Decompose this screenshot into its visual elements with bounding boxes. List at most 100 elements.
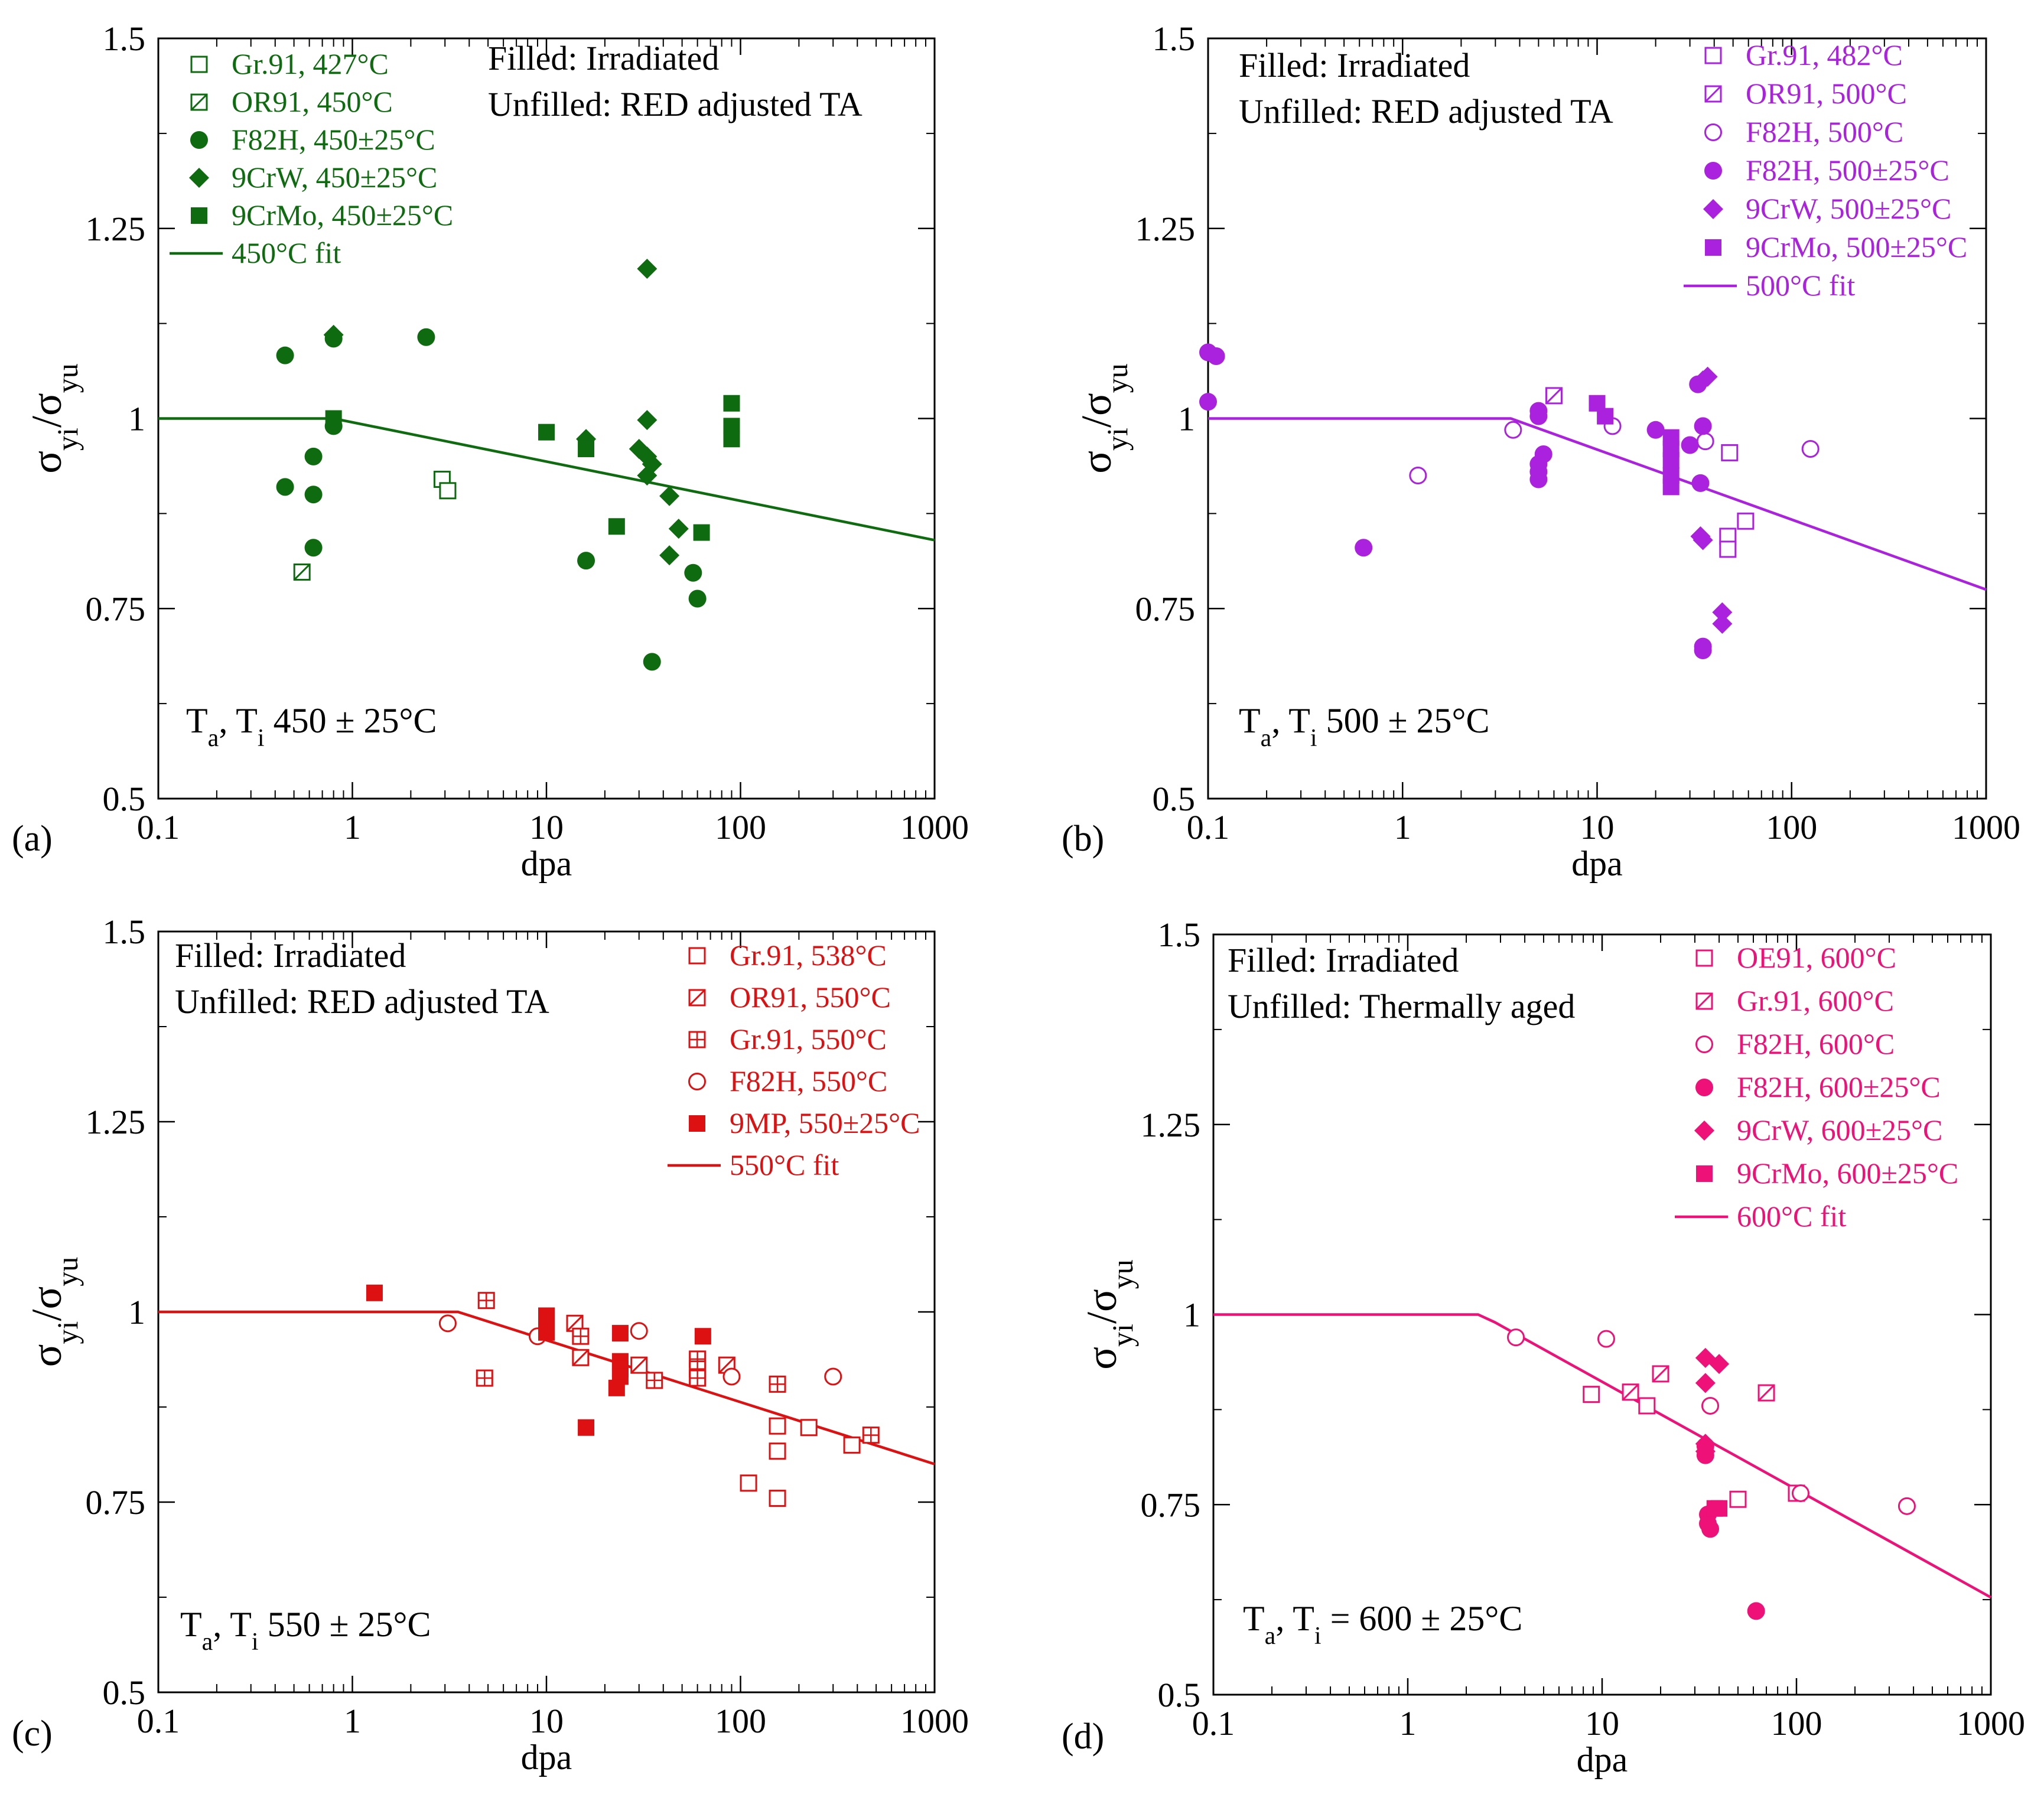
legend-entry: OR91, 550°C <box>688 981 891 1014</box>
note-line: Unfilled: RED adjusted TA <box>488 85 862 123</box>
data-point <box>1897 1497 1916 1515</box>
data-point <box>694 1328 711 1345</box>
legend-entry: 500°C fit <box>1684 269 1855 302</box>
legend-label: OR91, 500°C <box>1746 77 1907 110</box>
legend-entry: Gr.91, 600°C <box>1695 984 1894 1017</box>
y-title-mid: /σ <box>23 393 70 428</box>
legend: OE91, 600°C Gr.91, 600°C F82H, 600°C F82H, … <box>1675 941 1958 1233</box>
data-point <box>1691 474 1710 492</box>
temp-sub-i: i <box>258 725 265 752</box>
marker-slash <box>718 1357 735 1374</box>
legend-swatch <box>1694 1121 1714 1141</box>
data-point <box>693 524 710 541</box>
legend-label: 9CrMo, 600±25°C <box>1737 1157 1958 1190</box>
marker-slash <box>1652 1365 1669 1382</box>
data-point <box>1801 439 1820 458</box>
data-point <box>643 653 661 671</box>
data-point <box>668 519 689 539</box>
panel-label: (b) <box>1062 819 1104 859</box>
y-tick-label: 1.25 <box>86 1103 146 1141</box>
fit-line-600-c-fit <box>1213 1313 1992 1599</box>
legend-entry: 550°C fit <box>668 1148 839 1181</box>
y-axis-title: σyi/σyu <box>1073 363 1134 474</box>
series-f82h-500-25-c <box>1199 343 1712 660</box>
legend-entry: F82H, 600±25°C <box>1695 1070 1941 1103</box>
x-axis-title: dpa <box>521 844 572 883</box>
legend-label: F82H, 500°C <box>1746 115 1903 148</box>
legend-label: Gr.91, 550°C <box>730 1022 887 1056</box>
x-tick-label: 0.1 <box>137 1702 180 1740</box>
chart-panel-4: 0.1 1 10 100 1000 0.5 0.75 1 1.25 1.5 dpa σyi/σyu (d… <box>1062 916 2025 1779</box>
data-point <box>1545 387 1563 405</box>
x-axis-title: dpa <box>1577 1740 1628 1779</box>
legend-label: F82H, 450±25°C <box>232 123 435 156</box>
marker-slash <box>1622 1383 1639 1401</box>
marker-slash <box>688 989 706 1007</box>
y-tick-label: 1.25 <box>1135 210 1196 248</box>
legend-swatch <box>1705 239 1721 256</box>
series-gr-91-482-c <box>1719 444 1755 558</box>
series-9crw-450-25-c <box>323 258 689 566</box>
series-9mp-550-25-c <box>366 1284 711 1436</box>
data-point <box>689 1369 707 1387</box>
legend-entry: 9MP, 550±25°C <box>689 1106 920 1139</box>
y-title-sub1: yi <box>51 1321 84 1344</box>
legend-label: Gr.91, 600°C <box>1737 984 1894 1017</box>
x-tick-label: 1000 <box>900 1702 969 1740</box>
marker-slash <box>1704 85 1722 103</box>
y-title-mid: /σ <box>23 1287 70 1321</box>
marker-slash <box>572 1349 589 1366</box>
y-axis-title: σyi/σyu <box>23 363 84 474</box>
data-point <box>824 1367 842 1386</box>
temp-sub-a: a <box>1261 725 1272 752</box>
marker-box <box>1737 512 1755 530</box>
temp-sub-i: i <box>1314 1623 1322 1650</box>
marker-slash <box>190 93 208 111</box>
data-point <box>1597 408 1614 425</box>
data-point <box>688 590 707 608</box>
fit-line-550-c-fit <box>158 1310 935 1465</box>
y-tick-label: 0.75 <box>1141 1486 1201 1524</box>
y-tick-label: 1.5 <box>1153 19 1196 58</box>
data-point <box>684 564 702 582</box>
marker-box <box>190 56 208 73</box>
data-point <box>1529 402 1548 420</box>
temp-rest: 450 ± 25°C <box>265 701 437 740</box>
x-tick-label: 10 <box>1580 808 1615 846</box>
x-tick-label: 1000 <box>900 808 969 846</box>
marker-box <box>740 1474 757 1492</box>
legend-label: F82H, 550°C <box>730 1064 887 1097</box>
y-tick-label: 0.75 <box>86 1483 146 1522</box>
legend-entry: 9CrMo, 500±25°C <box>1705 230 1967 263</box>
x-tick-label: 1 <box>344 808 361 846</box>
legend-label: 9CrW, 600±25°C <box>1737 1113 1942 1147</box>
legend-swatch <box>688 989 706 1007</box>
x-tick-label: 1000 <box>1957 1704 2025 1743</box>
data-point <box>572 1349 590 1366</box>
data-point <box>538 1324 555 1341</box>
legend-label: 9MP, 550±25°C <box>730 1106 920 1139</box>
series-gr-91-427-c <box>433 470 457 500</box>
data-point <box>1712 602 1733 623</box>
y-tick-label: 0.75 <box>86 590 146 628</box>
data-point <box>1712 613 1733 634</box>
series-or91-450-c <box>293 563 311 581</box>
data-point <box>1695 1373 1716 1393</box>
data-point <box>1662 478 1680 496</box>
data-point <box>1701 1520 1720 1538</box>
legend-entry: 9CrW, 600±25°C <box>1694 1113 1942 1147</box>
data-point <box>1729 1490 1747 1508</box>
legend-label: Gr.91, 538°C <box>730 939 887 972</box>
data-point <box>577 552 595 570</box>
y-tick-label: 1.25 <box>1141 1106 1201 1144</box>
series-9crw-500-25-c <box>1690 366 1733 634</box>
legend-swatch <box>1695 1035 1713 1053</box>
y-title-sub2: yu <box>51 363 84 393</box>
legend: Gr.91, 427°C OR91, 450°C F82H, 450±25°C 9Cr… <box>170 47 453 269</box>
series-f82h-450-25-c <box>276 328 707 671</box>
x-tick-label: 10 <box>529 808 564 846</box>
x-tick-label: 1 <box>344 1702 361 1740</box>
y-tick-label: 0.75 <box>1135 590 1196 628</box>
x-tick-label: 1 <box>1399 1704 1417 1743</box>
data-point <box>1638 1397 1656 1415</box>
